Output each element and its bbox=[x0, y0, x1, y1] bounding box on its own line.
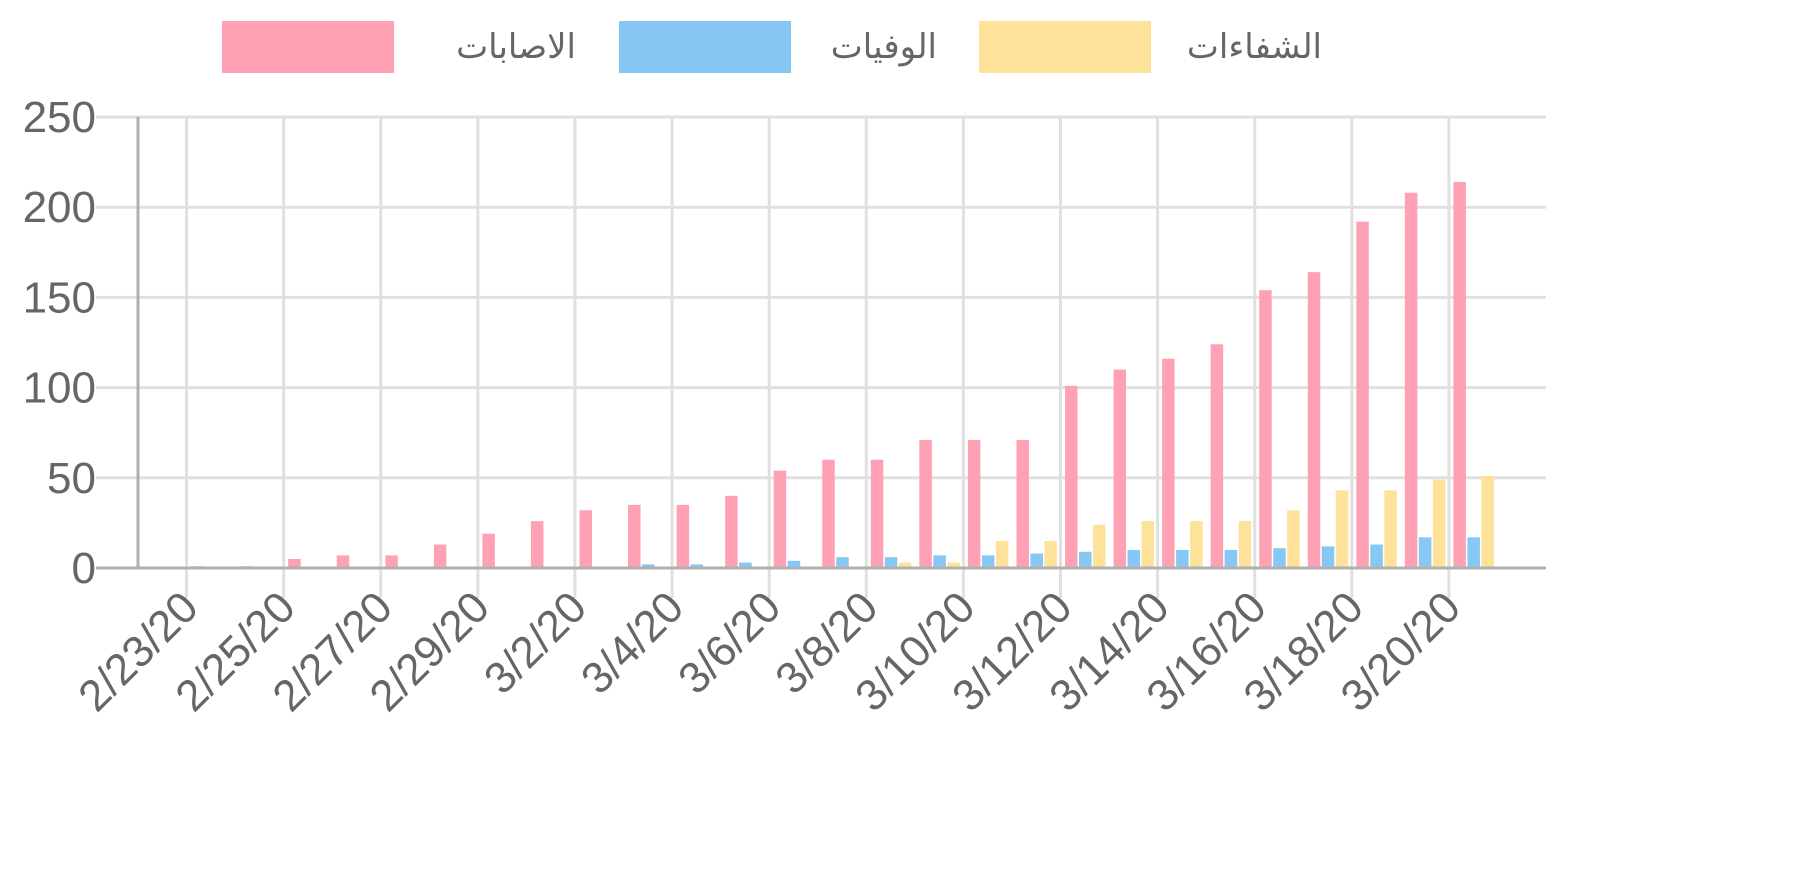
y-axis-ticks: 0 50 100 150 200 250 bbox=[23, 93, 96, 593]
bar-3-3-16-20[interactable] bbox=[1287, 510, 1300, 568]
bar-2-3-19-20[interactable] bbox=[1418, 537, 1432, 568]
bar-1-3-9-20[interactable] bbox=[919, 439, 932, 568]
bar-3-3-12-20[interactable] bbox=[1093, 524, 1106, 568]
bar-1-3-10-20[interactable] bbox=[967, 439, 981, 568]
bar-3-3-14-20[interactable] bbox=[1190, 521, 1203, 568]
bar-2-3-14-20[interactable] bbox=[1176, 549, 1189, 568]
bar-1-3-4-20[interactable] bbox=[676, 504, 690, 568]
bar-1-3-8-20[interactable] bbox=[870, 459, 884, 568]
bar-2-3-15-20[interactable] bbox=[1224, 549, 1238, 568]
bar-1-2-26-20[interactable] bbox=[336, 555, 350, 568]
bar-3-3-9-20[interactable] bbox=[947, 562, 960, 568]
legend-label-3: الشفاءات bbox=[1187, 27, 1322, 67]
bar-3-3-19-20[interactable] bbox=[1432, 479, 1446, 568]
bar-2-3-10-20[interactable] bbox=[981, 555, 995, 568]
bar-1-3-2-20[interactable] bbox=[579, 510, 592, 568]
bar-1-3-20-20[interactable] bbox=[1453, 181, 1466, 568]
y-tick-label: 0 bbox=[72, 544, 96, 593]
bar-2-3-9-20[interactable] bbox=[933, 555, 946, 568]
bar-2-3-13-20[interactable] bbox=[1127, 549, 1141, 568]
bar-1-2-29-20[interactable] bbox=[482, 533, 495, 568]
bar-3-3-8-20[interactable] bbox=[898, 562, 912, 568]
chart-legend: الاصابات الوفيات الشفاءات bbox=[222, 21, 1322, 73]
bar-3-3-20-20[interactable] bbox=[1481, 475, 1494, 568]
bar-2-3-18-20[interactable] bbox=[1370, 544, 1383, 568]
chart-axes bbox=[96, 117, 1546, 570]
bar-1-3-15-20[interactable] bbox=[1210, 344, 1224, 568]
bar-1-3-1-20[interactable] bbox=[530, 521, 544, 568]
bar-1-2-28-20[interactable] bbox=[433, 544, 447, 568]
bar-2-3-5-20[interactable] bbox=[739, 562, 752, 568]
bar-1-3-11-20[interactable] bbox=[1016, 439, 1029, 568]
bar-1-3-17-20[interactable] bbox=[1307, 272, 1321, 568]
x-tick-label: 3/2/20 bbox=[475, 582, 596, 703]
bar-1-3-18-20[interactable] bbox=[1356, 221, 1369, 568]
bar-2-3-8-20[interactable] bbox=[884, 557, 898, 568]
bar-1-2-25-20[interactable] bbox=[288, 558, 301, 568]
y-tick-label: 250 bbox=[23, 93, 96, 142]
y-tick-label: 200 bbox=[23, 183, 96, 232]
bar-3-3-18-20[interactable] bbox=[1384, 490, 1397, 568]
grid-lines bbox=[96, 115, 1546, 598]
bar-3-3-11-20[interactable] bbox=[1044, 540, 1057, 568]
bar-2-3-12-20[interactable] bbox=[1079, 551, 1092, 568]
legend-swatch-2[interactable] bbox=[619, 21, 791, 73]
y-tick-label: 100 bbox=[23, 364, 96, 413]
legend-label-1: الاصابات bbox=[456, 27, 576, 67]
bar-3-3-10-20[interactable] bbox=[995, 540, 1009, 568]
bar-1-3-5-20[interactable] bbox=[725, 495, 738, 568]
bar-2-3-20-20[interactable] bbox=[1467, 537, 1480, 568]
bar-1-3-14-20[interactable] bbox=[1162, 358, 1175, 568]
x-tick-label: 3/4/20 bbox=[572, 582, 693, 703]
bar-1-3-19-20[interactable] bbox=[1404, 192, 1418, 568]
bar-3-3-17-20[interactable] bbox=[1335, 490, 1349, 568]
bar-2-3-16-20[interactable] bbox=[1273, 548, 1286, 568]
legend-swatch-3[interactable] bbox=[979, 21, 1151, 73]
bar-2-3-7-20[interactable] bbox=[836, 557, 849, 568]
bar-1-3-13-20[interactable] bbox=[1113, 369, 1127, 568]
bar-1-2-27-20[interactable] bbox=[385, 555, 398, 568]
bar-3-3-13-20[interactable] bbox=[1141, 521, 1155, 568]
bar-1-3-7-20[interactable] bbox=[822, 459, 835, 568]
bar-2-3-3-20[interactable] bbox=[642, 564, 655, 568]
data-bars bbox=[191, 181, 1494, 568]
y-tick-label: 150 bbox=[23, 273, 96, 322]
x-tick-label: 3/6/20 bbox=[669, 582, 790, 703]
bar-2-3-11-20[interactable] bbox=[1030, 553, 1043, 568]
bar-3-3-15-20[interactable] bbox=[1238, 521, 1252, 568]
legend-label-2: الوفيات bbox=[831, 27, 937, 67]
bar-2-3-6-20[interactable] bbox=[787, 560, 801, 568]
x-axis-ticks: 2/23/202/25/202/27/202/29/203/2/203/4/20… bbox=[69, 582, 1470, 720]
y-tick-label: 50 bbox=[47, 454, 96, 503]
bar-1-3-16-20[interactable] bbox=[1259, 290, 1272, 568]
bar-2-3-4-20[interactable] bbox=[690, 564, 704, 568]
legend-swatch-1[interactable] bbox=[222, 21, 394, 73]
bar-1-3-6-20[interactable] bbox=[773, 470, 787, 568]
bar-1-3-12-20[interactable] bbox=[1065, 385, 1078, 568]
bar-1-3-3-20[interactable] bbox=[628, 504, 641, 568]
bar-2-3-17-20[interactable] bbox=[1321, 546, 1335, 568]
